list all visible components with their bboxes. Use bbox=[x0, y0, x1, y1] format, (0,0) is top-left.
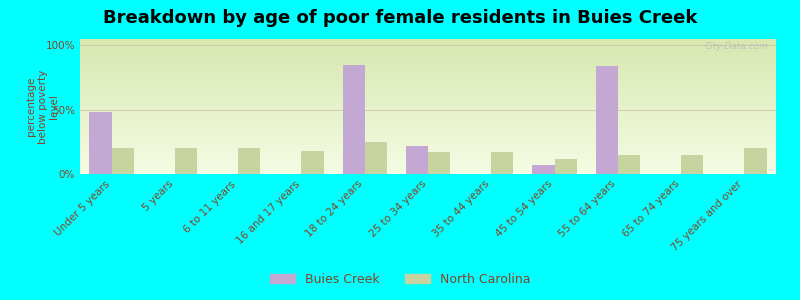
Bar bbox=[491, 152, 514, 174]
Bar bbox=[342, 65, 365, 174]
Bar bbox=[302, 151, 323, 174]
Y-axis label: percentage
below poverty
level: percentage below poverty level bbox=[26, 69, 59, 144]
Legend: Buies Creek, North Carolina: Buies Creek, North Carolina bbox=[265, 268, 535, 291]
Bar bbox=[681, 155, 703, 174]
Bar bbox=[428, 152, 450, 174]
Text: Breakdown by age of poor female residents in Buies Creek: Breakdown by age of poor female resident… bbox=[103, 9, 697, 27]
Bar bbox=[90, 112, 112, 174]
Bar bbox=[744, 148, 766, 174]
Bar bbox=[238, 148, 260, 174]
Bar bbox=[365, 142, 387, 174]
Bar bbox=[533, 165, 554, 174]
Bar bbox=[175, 148, 197, 174]
Bar bbox=[406, 146, 428, 174]
Bar bbox=[596, 66, 618, 174]
Bar bbox=[112, 148, 134, 174]
Text: City-Data.com: City-Data.com bbox=[705, 42, 769, 51]
Bar bbox=[618, 155, 640, 174]
Bar bbox=[554, 159, 577, 174]
